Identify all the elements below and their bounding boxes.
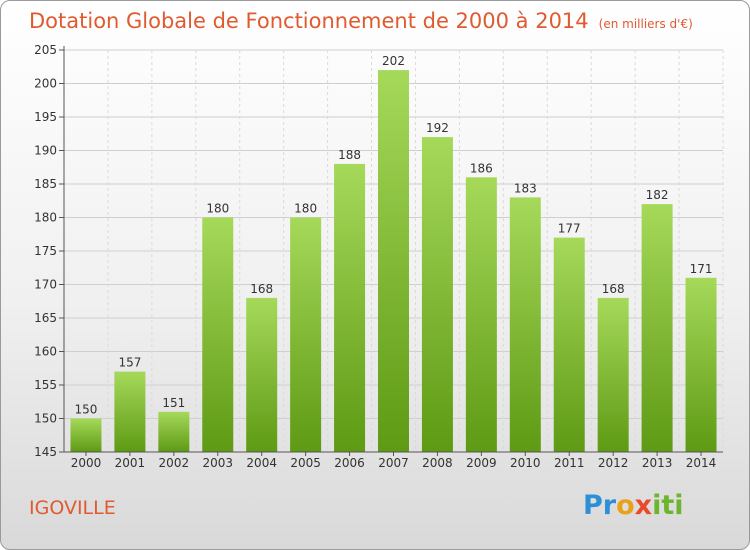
y-tick-label: 195 <box>34 110 57 124</box>
x-tick-label-2003: 2003 <box>202 456 233 470</box>
value-label-2007: 202 <box>382 54 405 68</box>
value-label-2003: 180 <box>206 202 229 216</box>
x-tick-label-2012: 2012 <box>598 456 629 470</box>
chart-title-text: Dotation Globale de Fonctionnement de 20… <box>29 9 589 33</box>
value-label-2006: 188 <box>338 148 361 162</box>
x-tick-label-2014: 2014 <box>686 456 717 470</box>
x-tick-label-2009: 2009 <box>466 456 497 470</box>
y-tick-label: 150 <box>34 412 57 426</box>
labels: 150 2000 157 2001 151 2002 180 2003 168 2004 180 20… <box>71 54 717 470</box>
bar-2012 <box>597 297 629 452</box>
bar-2014 <box>685 277 717 452</box>
bar-2005 <box>290 217 322 452</box>
y-tick-label: 205 <box>34 43 57 57</box>
y-tick-label: 190 <box>34 144 57 158</box>
x-tick-label-2011: 2011 <box>554 456 585 470</box>
value-label-2013: 182 <box>646 188 669 202</box>
x-tick-label-2004: 2004 <box>246 456 277 470</box>
bar-2009 <box>465 177 497 453</box>
bar-2003 <box>202 217 234 452</box>
x-tick-label-2008: 2008 <box>422 456 453 470</box>
value-label-2010: 183 <box>514 181 537 195</box>
bar-2004 <box>246 297 278 452</box>
bar-2002 <box>158 411 190 452</box>
axes: 145 150 155 160 165 170 175 180 185 190 195 200 205 <box>34 43 723 459</box>
y-tick-label: 155 <box>34 378 57 392</box>
x-tick-label-2005: 2005 <box>290 456 321 470</box>
value-label-2011: 177 <box>558 222 581 236</box>
y-tick-label: 160 <box>34 345 57 359</box>
proxiti-logo[interactable]: Proxiti <box>583 490 684 521</box>
bar-2008 <box>421 137 453 452</box>
x-tick-label-2010: 2010 <box>510 456 541 470</box>
y-tick-label: 180 <box>34 211 57 225</box>
x-tick-label-2007: 2007 <box>378 456 409 470</box>
y-tick-label: 170 <box>34 278 57 292</box>
y-tick-label: 145 <box>34 445 57 459</box>
bar-2010 <box>509 197 541 452</box>
value-label-2008: 192 <box>426 121 449 135</box>
bar-2001 <box>114 371 146 452</box>
y-tick-label: 200 <box>34 77 57 91</box>
chart-unit: (en milliers d'€) <box>598 17 693 31</box>
x-tick-label-2013: 2013 <box>642 456 673 470</box>
value-label-2009: 186 <box>470 161 493 175</box>
y-tick-label: 165 <box>34 311 57 325</box>
bar-2007 <box>378 70 409 452</box>
x-tick-label-2002: 2002 <box>159 456 190 470</box>
value-label-2001: 157 <box>118 356 141 370</box>
bar-2000 <box>70 418 102 452</box>
x-tick-label-2001: 2001 <box>115 456 146 470</box>
bar-2011 <box>553 237 585 452</box>
value-label-2000: 150 <box>75 403 98 417</box>
y-tick-label: 175 <box>34 244 57 258</box>
bar-2013 <box>641 204 673 452</box>
value-label-2004: 168 <box>250 282 273 296</box>
x-tick-label-2000: 2000 <box>71 456 102 470</box>
value-label-2005: 180 <box>294 202 317 216</box>
value-label-2012: 168 <box>602 282 625 296</box>
value-label-2014: 171 <box>690 262 713 276</box>
x-tick-label-2006: 2006 <box>334 456 365 470</box>
value-label-2002: 151 <box>162 396 185 410</box>
bar-2006 <box>334 163 366 452</box>
y-tick-label: 185 <box>34 177 57 191</box>
chart-title: Dotation Globale de Fonctionnement de 20… <box>29 9 693 33</box>
commune-name: IGOVILLE <box>29 497 116 519</box>
bars <box>70 70 717 453</box>
